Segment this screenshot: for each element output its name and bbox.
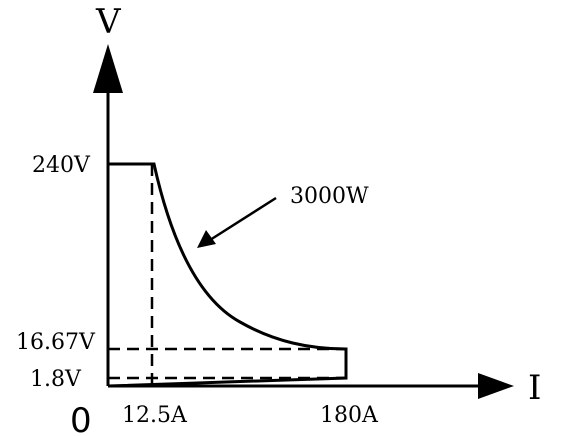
y-tick-1-8v: 1.8V [30, 367, 82, 392]
operating-envelope [107, 162, 348, 388]
y-axis-arrow [93, 44, 123, 93]
y-tick-240v: 240V [32, 153, 91, 178]
y-axis-name: V [95, 2, 122, 42]
origin-label: 0 [70, 401, 92, 436]
x-tick-180a: 180A [320, 403, 379, 428]
curve-pointer-head [197, 230, 216, 248]
x-axis-name: I [528, 368, 541, 408]
x-tick-12-5a: 12.5A [122, 403, 188, 428]
power-curve-label: 3000W [290, 184, 369, 209]
y-tick-16-67v: 16.67V [16, 330, 96, 355]
curve-pointer-shaft [209, 196, 277, 242]
x-axis-arrow [478, 373, 514, 399]
